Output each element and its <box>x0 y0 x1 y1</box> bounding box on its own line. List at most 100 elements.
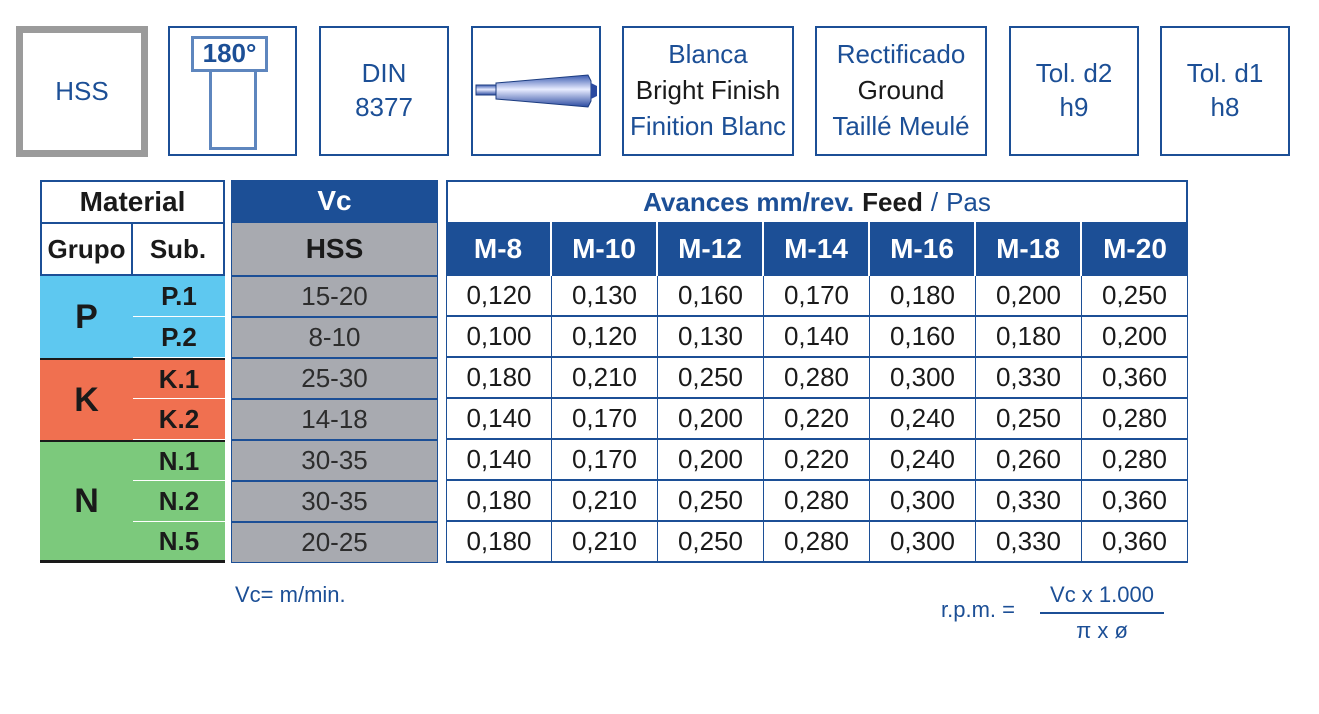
feed-value-cell: 0,170 <box>764 276 870 317</box>
feed-value-cell: 0,180 <box>870 276 976 317</box>
material-table: Material Grupo Sub. P P.1 P.2 K K.1 K.2 … <box>40 180 225 564</box>
feed-value-cell: 0,200 <box>976 276 1082 317</box>
taper-shank-tool-icon <box>475 74 597 108</box>
feed-grid: M-8 M-10 M-12 M-14 M-16 M-18 M-20 0,120 0,130 0,1… <box>446 222 1188 564</box>
material-hss-box: HSS <box>16 26 148 157</box>
vc-table: Vc HSS 15-20 8-10 25-30 14-18 30-35 30-3… <box>231 180 438 564</box>
material-sub-n1: N.1 <box>133 440 225 481</box>
rpm-denominator: π x ø <box>1076 618 1128 643</box>
feed-value-cell: 0,210 <box>552 358 658 399</box>
material-group-p: P <box>40 276 133 358</box>
feed-value-cell: 0,200 <box>1082 317 1188 358</box>
material-title: Material <box>40 180 225 222</box>
grinding-fr: Taillé Meulé <box>832 110 970 141</box>
feed-value-cell: 0,170 <box>552 440 658 481</box>
material-sub-p2: P.2 <box>133 317 225 358</box>
feed-value-cell: 0,250 <box>1082 276 1188 317</box>
vc-title: Vc <box>231 180 438 222</box>
material-sub-k2: K.2 <box>133 399 225 440</box>
feed-value-cell: 0,330 <box>976 358 1082 399</box>
vc-value: 8-10 <box>231 317 438 358</box>
feed-value-cell: 0,210 <box>552 481 658 522</box>
material-sub-n5: N.5 <box>133 522 225 563</box>
feed-value-cell: 0,180 <box>446 481 552 522</box>
feed-value-cell: 0,180 <box>446 522 552 563</box>
feed-value-cell: 0,360 <box>1082 358 1188 399</box>
feed-column-header: M-16 <box>870 222 976 276</box>
feed-value-cell: 0,200 <box>658 399 764 440</box>
material-sub-k1: K.1 <box>133 358 225 399</box>
feed-value-cell: 0,140 <box>446 440 552 481</box>
material-group-k: K <box>40 358 133 440</box>
feed-title-sep: / <box>930 186 939 217</box>
feed-value-cell: 0,240 <box>870 399 976 440</box>
din-norm-box: DIN 8377 <box>319 26 449 156</box>
tolerance-d1-value: h8 <box>1210 92 1240 122</box>
vc-unit-note: Vc= m/min. <box>235 582 346 607</box>
feed-title-fr: Pas <box>946 186 991 217</box>
feed-value-cell: 0,260 <box>976 440 1082 481</box>
material-sub-p1: P.1 <box>133 276 225 317</box>
rpm-label: r.p.m. = <box>941 597 1015 622</box>
feed-value-cell: 0,280 <box>764 358 870 399</box>
feed-title-en: Feed <box>862 186 923 217</box>
point-angle-box: 180° <box>168 26 297 156</box>
feed-value-cell: 0,160 <box>658 276 764 317</box>
point-angle-label: 180° <box>191 36 268 72</box>
tolerance-d1-label: Tol. d1 <box>1186 58 1264 89</box>
feed-value-cell: 0,220 <box>764 399 870 440</box>
vc-value: 14-18 <box>231 399 438 440</box>
feed-column-header: M-14 <box>764 222 870 276</box>
vc-subtitle: HSS <box>231 222 438 276</box>
finish-en: Bright Finish <box>635 75 781 106</box>
material-group-header: Grupo <box>40 222 133 276</box>
material-sub-header: Sub. <box>133 222 225 276</box>
feed-value-cell: 0,250 <box>658 358 764 399</box>
feed-value-cell: 0,120 <box>446 276 552 317</box>
feed-value-cell: 0,120 <box>552 317 658 358</box>
feed-value-cell: 0,210 <box>552 522 658 563</box>
grinding-es: Rectificado <box>836 39 966 70</box>
feed-value-cell: 0,250 <box>976 399 1082 440</box>
din-label: DIN <box>361 58 407 89</box>
feed-value-cell: 0,330 <box>976 481 1082 522</box>
feed-value-cell: 0,140 <box>764 317 870 358</box>
feed-column-header: M-20 <box>1082 222 1188 276</box>
feed-value-cell: 0,240 <box>870 440 976 481</box>
feed-value-cell: 0,280 <box>1082 440 1188 481</box>
feed-value-cell: 0,300 <box>870 358 976 399</box>
feed-value-cell: 0,250 <box>658 481 764 522</box>
vc-value: 25-30 <box>231 358 438 399</box>
feed-value-cell: 0,360 <box>1082 522 1188 563</box>
vc-value: 20-25 <box>231 522 438 563</box>
feed-value-cell: 0,200 <box>658 440 764 481</box>
feed-value-cell: 0,180 <box>446 358 552 399</box>
material-group-n: N <box>40 440 133 563</box>
feed-value-cell: 0,280 <box>1082 399 1188 440</box>
feed-value-cell: 0,250 <box>658 522 764 563</box>
feed-value-cell: 0,130 <box>658 317 764 358</box>
rpm-numerator: Vc x 1.000 <box>1050 582 1154 607</box>
vc-value: 30-35 <box>231 440 438 481</box>
feed-title: Avances mm/rev. Feed / Pas <box>446 180 1188 222</box>
feed-value-cell: 0,170 <box>552 399 658 440</box>
feed-value-cell: 0,180 <box>976 317 1082 358</box>
feed-column-header: M-12 <box>658 222 764 276</box>
material-hss-label: HSS <box>55 75 109 106</box>
drill-shank-icon <box>209 72 257 150</box>
din-number: 8377 <box>355 92 413 122</box>
feed-column-header: M-18 <box>976 222 1082 276</box>
feed-value-cell: 0,130 <box>552 276 658 317</box>
finish-box: Blanca Bright Finish Finition Blanc <box>622 26 794 156</box>
feed-value-cell: 0,220 <box>764 440 870 481</box>
feed-value-cell: 0,330 <box>976 522 1082 563</box>
feed-value-cell: 0,300 <box>870 481 976 522</box>
feed-column-header: M-10 <box>552 222 658 276</box>
finish-fr: Finition Blanc <box>629 110 787 141</box>
feed-value-cell: 0,280 <box>764 522 870 563</box>
feed-value-cell: 0,360 <box>1082 481 1188 522</box>
grinding-box: Rectificado Ground Taillé Meulé <box>815 26 987 156</box>
tolerance-d2-value: h9 <box>1059 92 1089 122</box>
vc-value: 30-35 <box>231 481 438 522</box>
finish-es: Blanca <box>668 39 748 70</box>
